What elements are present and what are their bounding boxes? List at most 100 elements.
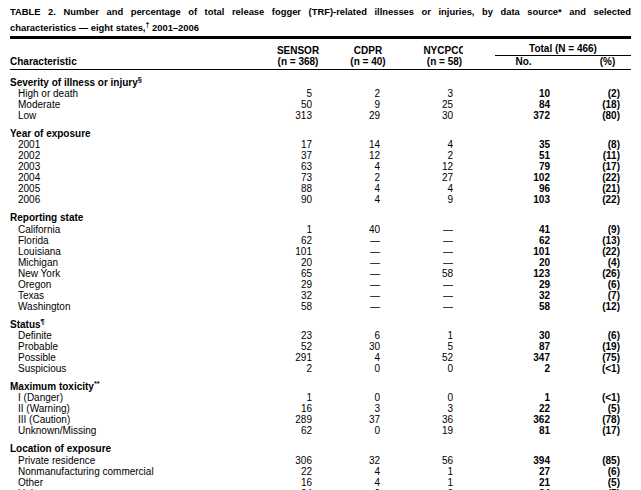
header-spacer [10, 39, 250, 56]
col-header-nycpcc-n-text: (n = 58) [408, 56, 463, 67]
table-row: Definite 23 6 1 30 (6) [10, 330, 631, 341]
cell-nycpcc: 56 [390, 455, 463, 466]
row-label: Low [10, 110, 250, 121]
cell-cdpr: 4 [322, 352, 390, 363]
cell-nycpcc: 4 [390, 183, 463, 194]
cell-total-no: 372 [463, 110, 560, 121]
cell-nycpcc: 19 [390, 425, 463, 436]
cell-total-pct: (18) [560, 99, 631, 110]
header-row-source-names: SENSOR CDPR NYCPCC Total (N = 466) [10, 39, 631, 56]
data-table: SENSOR CDPR NYCPCC Total (N = 466) Chara… [10, 39, 631, 490]
cell-total-no: 30 [463, 330, 560, 341]
cell-sensor: 289 [250, 414, 322, 425]
cell-total-pct: (80) [560, 110, 631, 121]
cell-total-pct: (8) [560, 139, 631, 150]
section-header-row: Reporting state [10, 205, 631, 223]
cell-cdpr: — [322, 235, 390, 246]
cell-total-pct: (4) [560, 257, 631, 268]
cell-cdpr: 2 [322, 88, 390, 99]
col-header-cdpr-name: CDPR [334, 45, 390, 56]
row-label: Possible [10, 352, 250, 363]
cell-cdpr: — [322, 268, 390, 279]
row-label: Probable [10, 341, 250, 352]
table-row: California 1 40 — 41 (9) [10, 224, 631, 235]
table-row: 2001 17 14 4 35 (8) [10, 139, 631, 150]
cell-total-pct: (11) [560, 150, 631, 161]
cell-total-no: 79 [463, 161, 560, 172]
row-label: Michigan [10, 257, 250, 268]
cell-nycpcc: 3 [390, 88, 463, 99]
cell-cdpr: 14 [322, 139, 390, 150]
section-header-row: Severity of illness or injury§ [10, 69, 631, 88]
table-row: Low 313 29 30 372 (80) [10, 110, 631, 121]
col-header-total-no: No. [463, 56, 560, 70]
cell-total-pct: (22) [560, 194, 631, 205]
row-label: Private residence [10, 455, 250, 466]
cell-total-no: 22 [463, 403, 560, 414]
row-label: 2002 [10, 150, 250, 161]
cell-total-pct: (2) [560, 88, 631, 99]
cell-sensor: 37 [250, 150, 322, 161]
table-row: Private residence 306 32 56 394 (85) [10, 455, 631, 466]
cell-total-pct: (75) [560, 352, 631, 363]
row-label: III (Caution) [10, 414, 250, 425]
cell-nycpcc: 1 [390, 477, 463, 488]
section-header-cell: Location of exposure [10, 436, 631, 454]
cell-sensor: 17 [250, 139, 322, 150]
cell-nycpcc: 4 [390, 139, 463, 150]
cell-cdpr: 4 [322, 477, 390, 488]
cell-total-pct: (5) [560, 477, 631, 488]
cell-total-no: 102 [463, 172, 560, 183]
cell-nycpcc: 2 [390, 150, 463, 161]
cell-total-no: 101 [463, 246, 560, 257]
cell-total-no: 29 [463, 279, 560, 290]
cell-nycpcc: — [390, 290, 463, 301]
cell-nycpcc: — [390, 257, 463, 268]
row-label: 2003 [10, 161, 250, 172]
cell-cdpr: 3 [322, 403, 390, 414]
header-row-counts: Characteristic (n = 368) (n = 40) (n = 5… [10, 56, 631, 70]
cell-total-pct: (13) [560, 235, 631, 246]
table-title-line2: characteristics — eight states,† 2001–20… [10, 18, 631, 34]
cell-sensor: 63 [250, 161, 322, 172]
table-row: Louisiana 101 — — 101 (22) [10, 246, 631, 257]
cell-total-pct: (9) [560, 224, 631, 235]
table-row: New York 65 — 58 123 (26) [10, 268, 631, 279]
cell-total-pct: (<1) [560, 363, 631, 374]
cell-nycpcc: 1 [390, 330, 463, 341]
col-header-sensor-n-text: (n = 368) [262, 56, 322, 67]
cell-total-no: 51 [463, 150, 560, 161]
table-title: TABLE 2. Number and percentage of total … [10, 5, 631, 34]
col-header-sensor: SENSOR [250, 39, 322, 56]
cell-total-pct: (17) [560, 425, 631, 436]
cell-cdpr: 2 [322, 172, 390, 183]
cell-sensor: 58 [250, 301, 322, 312]
cell-total-pct: (6) [560, 466, 631, 477]
table-row: 2004 73 2 27 102 (22) [10, 172, 631, 183]
cell-cdpr: 4 [322, 183, 390, 194]
col-header-characteristic: Characteristic [10, 56, 250, 70]
cell-total-pct: (5) [560, 403, 631, 414]
row-label: Moderate [10, 99, 250, 110]
section-header-row: Year of exposure [10, 121, 631, 139]
cell-total-pct: (17) [560, 161, 631, 172]
table-row: 2005 88 4 4 96 (21) [10, 183, 631, 194]
cell-sensor: 90 [250, 194, 322, 205]
cell-sensor: 16 [250, 477, 322, 488]
cell-cdpr: 30 [322, 341, 390, 352]
cell-total-no: 2 [463, 363, 560, 374]
table-body: Severity of illness or injury§ High or d… [10, 69, 631, 490]
table-row: I (Danger) 1 0 0 1 (<1) [10, 392, 631, 403]
col-header-total-pct-text: (%) [572, 56, 631, 67]
cell-sensor: 50 [250, 99, 322, 110]
section-label: Severity of illness or injury [10, 77, 138, 88]
section-header-row: Maximum toxicity** [10, 374, 631, 392]
table-title-line1: TABLE 2. Number and percentage of total … [10, 5, 631, 18]
cell-nycpcc: 52 [390, 352, 463, 363]
section-header-cell: Reporting state [10, 205, 631, 223]
section-header-cell: Severity of illness or injury§ [10, 69, 631, 88]
table-row: Suspicious 2 0 0 2 (<1) [10, 363, 631, 374]
table-row: Unknown/Missing 62 0 19 81 (17) [10, 425, 631, 436]
cell-total-no: 32 [463, 290, 560, 301]
table-row: Texas 32 — — 32 (7) [10, 290, 631, 301]
